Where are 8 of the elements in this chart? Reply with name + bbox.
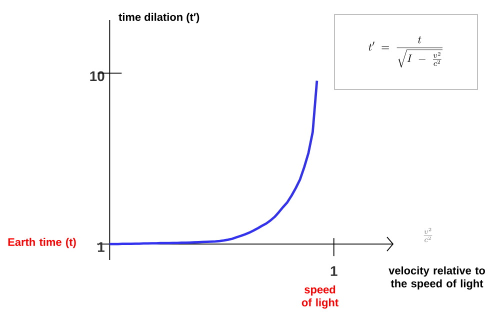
text: velocity relative to the speed of light (388, 266, 485, 290)
text: $\frac{v^2}{c^2}$ (424, 228, 432, 242)
text: 1 (330, 266, 338, 276)
text: speed of light (302, 285, 338, 309)
text: $t' \;=\; \frac{t}{\sqrt{I \;-\; \frac{v^2}{c^2}}}$ (368, 36, 443, 68)
text: Earth time (t) (8, 238, 76, 248)
y-axis-title: time dilation (t′) (118, 12, 200, 24)
y-tick-label: 10 (90, 71, 104, 82)
